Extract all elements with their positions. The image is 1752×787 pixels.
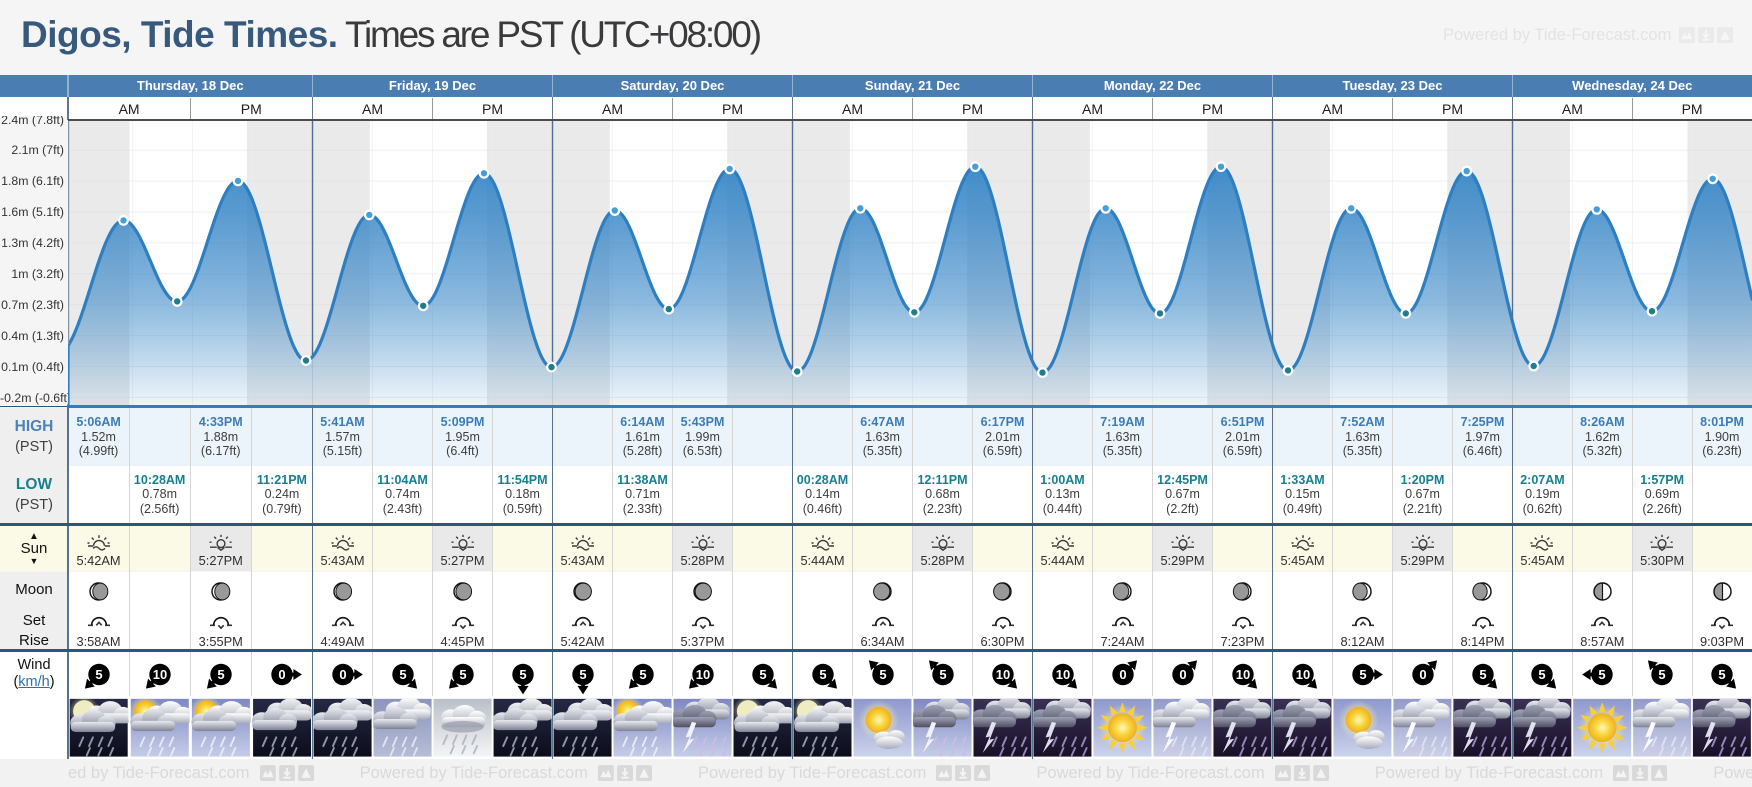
svg-text:0: 0: [1179, 667, 1186, 682]
svg-text:5: 5: [639, 667, 646, 682]
svg-text:5: 5: [879, 667, 886, 682]
svg-text:5: 5: [519, 667, 526, 682]
svg-text:5: 5: [759, 667, 766, 682]
svg-text:5: 5: [459, 667, 466, 682]
svg-text:0: 0: [339, 667, 346, 682]
svg-text:5: 5: [1539, 667, 1546, 682]
svg-text:0: 0: [1119, 667, 1126, 682]
svg-text:5: 5: [1599, 667, 1606, 682]
svg-text:5: 5: [819, 667, 826, 682]
svg-text:5: 5: [1359, 667, 1366, 682]
svg-text:10: 10: [695, 667, 709, 682]
svg-text:5: 5: [579, 667, 586, 682]
svg-text:10: 10: [1055, 667, 1069, 682]
svg-text:0: 0: [1419, 667, 1426, 682]
svg-text:5: 5: [1479, 667, 1486, 682]
svg-text:0: 0: [278, 667, 285, 682]
svg-text:5: 5: [217, 667, 224, 682]
svg-text:10: 10: [995, 667, 1009, 682]
svg-text:5: 5: [95, 667, 102, 682]
svg-text:5: 5: [1659, 667, 1666, 682]
svg-text:5: 5: [939, 667, 946, 682]
svg-text:10: 10: [152, 667, 166, 682]
svg-text:10: 10: [1295, 667, 1309, 682]
svg-text:5: 5: [399, 667, 406, 682]
svg-text:10: 10: [1235, 667, 1249, 682]
svg-text:5: 5: [1718, 667, 1725, 682]
